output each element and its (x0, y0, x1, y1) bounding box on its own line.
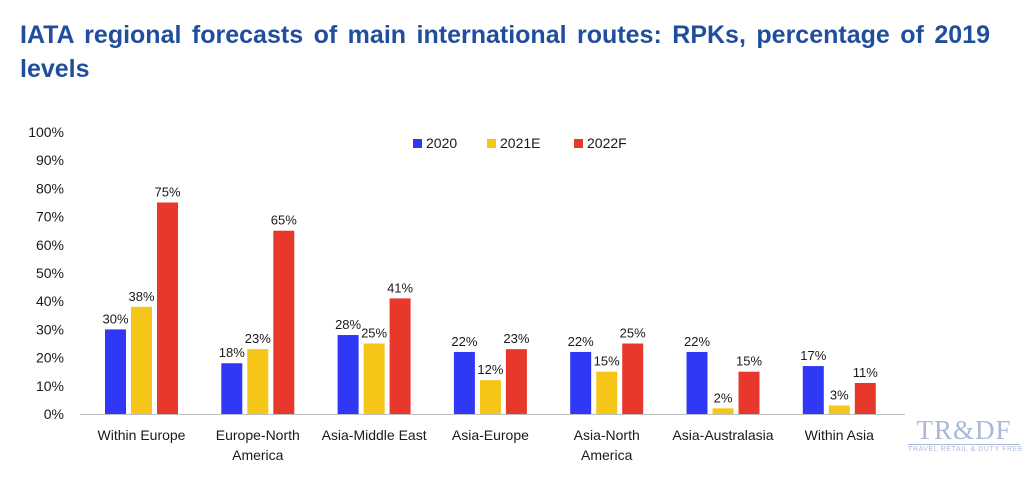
legend-label: 2020 (426, 135, 457, 151)
bar (505, 349, 527, 414)
logo-wordmark: TR&DF (916, 415, 1012, 445)
bar (131, 306, 152, 414)
bar (479, 380, 501, 414)
bar (854, 382, 876, 414)
category-label: Asia-Middle East (322, 427, 427, 443)
bar (596, 371, 618, 414)
bar (389, 298, 411, 414)
legend-swatch (413, 139, 422, 148)
trdf-logo: TR&DF TRAVEL RETAIL & DUTY FREE (908, 415, 1022, 460)
data-label: 15% (594, 354, 620, 369)
bar (622, 343, 644, 414)
bar (221, 363, 243, 414)
x-axis-labels: Within Europe Europe-North America Asia-Mid… (98, 427, 875, 463)
y-tick-label: 0% (44, 406, 64, 422)
bar (738, 371, 760, 414)
data-label: 17% (800, 348, 826, 363)
y-tick-label: 90% (36, 152, 64, 168)
category-label: Asia-Europe (452, 427, 529, 443)
data-label: 2% (714, 390, 733, 405)
legend-label: 2021E (500, 135, 540, 151)
y-tick-label: 100% (28, 124, 64, 140)
y-tick-label: 80% (36, 180, 64, 196)
data-label: 65% (271, 213, 297, 228)
data-label: 11% (853, 365, 878, 380)
category-label: Europe-North (216, 427, 300, 443)
data-label: 22% (568, 334, 594, 349)
data-label: 30% (102, 311, 128, 326)
bar (105, 329, 126, 414)
bar (828, 405, 850, 414)
category-label: Asia-North (574, 427, 640, 443)
logo-tagline: TRAVEL RETAIL & DUTY FREE (908, 444, 1022, 453)
data-label: 41% (387, 280, 413, 295)
data-label: 22% (684, 334, 710, 349)
bar (570, 351, 592, 414)
y-tick-label: 10% (36, 378, 64, 394)
data-label: 23% (245, 331, 271, 346)
data-label: 23% (503, 331, 529, 346)
bar (802, 366, 824, 414)
bar (337, 335, 359, 414)
bar (712, 408, 734, 414)
data-label: 25% (361, 326, 387, 341)
chart-title: IATA regional forecasts of main internat… (20, 21, 990, 83)
y-tick-label: 20% (36, 350, 64, 366)
y-tick-label: 50% (36, 265, 64, 281)
bar (157, 202, 178, 414)
data-label: 38% (128, 289, 154, 304)
bars: 30%38%75%18%23%65%28%25%41%22%12%23% 22%1… (102, 185, 878, 414)
bar (686, 351, 708, 414)
category-label: Within Europe (98, 427, 186, 443)
data-label: 28% (335, 317, 361, 332)
category-label: America (581, 447, 633, 463)
bar (273, 230, 295, 414)
legend-swatch (574, 139, 583, 148)
y-tick-label: 30% (36, 321, 64, 337)
category-label: Within Asia (805, 427, 874, 443)
y-tick-label: 40% (36, 293, 64, 309)
y-tick-label: 70% (36, 209, 64, 225)
data-label: 3% (830, 388, 849, 403)
legend-swatch (487, 139, 496, 148)
legend: 2020 2021E 2022F (413, 135, 627, 151)
legend-label: 2022F (587, 135, 627, 151)
bar (247, 349, 269, 414)
data-label: 22% (451, 334, 477, 349)
y-axis: 0% 10% 20% 30% 40% 50% 60% 70% 80% 90% 100% (28, 124, 905, 422)
bar (453, 351, 475, 414)
y-tick-label: 60% (36, 237, 64, 253)
data-label: 18% (219, 345, 245, 360)
data-label: 75% (154, 185, 180, 200)
category-label: America (232, 447, 284, 463)
bar (363, 343, 385, 414)
data-label: 25% (620, 326, 646, 341)
category-label: Asia-Australasia (672, 427, 773, 443)
data-label: 12% (477, 362, 503, 377)
data-label: 15% (736, 354, 762, 369)
